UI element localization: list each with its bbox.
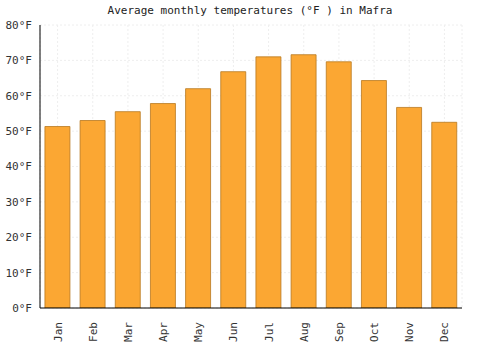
svg-text:40°F: 40°F [8, 160, 32, 173]
svg-text:Nov: Nov [403, 322, 416, 342]
svg-text:70°F: 70°F [8, 54, 32, 67]
svg-text:Jul: Jul [263, 322, 276, 342]
svg-text:May: May [192, 322, 205, 342]
svg-text:50°F: 50°F [8, 125, 32, 138]
svg-text:60°F: 60°F [8, 90, 32, 103]
svg-text:Mar: Mar [122, 322, 135, 342]
svg-text:Sep: Sep [333, 322, 346, 342]
svg-text:Apr: Apr [157, 322, 170, 342]
svg-text:80°F: 80°F [8, 19, 32, 32]
svg-text:0°F: 0°F [12, 302, 32, 315]
svg-text:20°F: 20°F [8, 231, 32, 244]
svg-text:Jan: Jan [52, 322, 65, 342]
svg-text:Oct: Oct [368, 322, 381, 342]
svg-text:10°F: 10°F [8, 267, 32, 280]
html-text:Average monthly temperatures (: Average monthly temperatures (°F ) in Ma… [107, 4, 393, 17]
svg-text:Feb: Feb [87, 322, 100, 342]
svg-text:Aug: Aug [298, 322, 311, 342]
svg-text:30°F: 30°F [8, 196, 32, 209]
svg-text:Jun: Jun [227, 322, 240, 342]
svg-text:Dec: Dec [438, 322, 451, 342]
